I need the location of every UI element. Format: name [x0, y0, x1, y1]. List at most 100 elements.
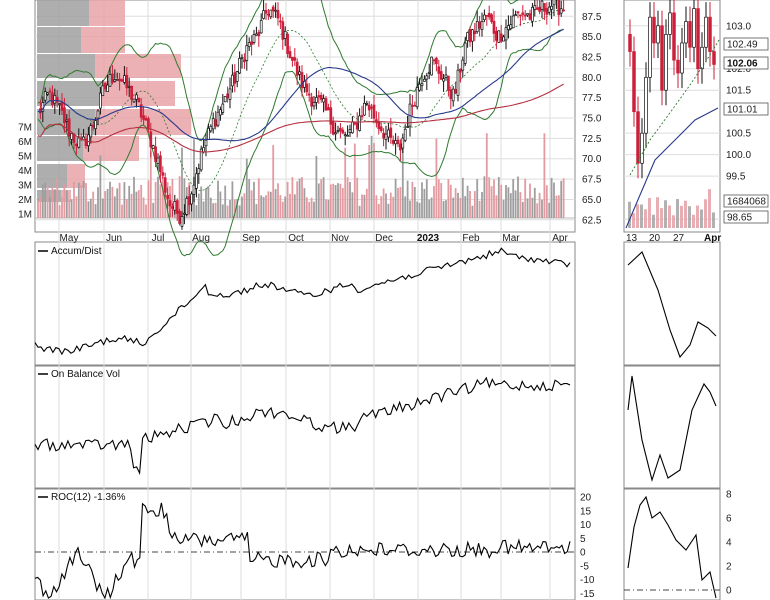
candle-body — [355, 122, 359, 130]
volume-bar — [409, 200, 411, 218]
candle-body — [343, 134, 347, 137]
inset-x-tick-label: 20 — [649, 233, 661, 244]
volume-bar — [97, 187, 99, 218]
volume-bar — [202, 201, 205, 218]
candle-body — [161, 172, 165, 176]
volume-bar — [461, 177, 464, 218]
candle-body — [231, 74, 234, 87]
volume-bar — [377, 203, 380, 218]
volume-bar — [305, 197, 308, 218]
volume-bar — [315, 155, 318, 218]
volume-bar — [505, 184, 507, 218]
volume-bar — [123, 182, 126, 218]
inset-volume-bar — [644, 209, 647, 228]
candle-body — [329, 107, 333, 125]
candle-body — [149, 131, 153, 148]
y-tick-label: 70.0 — [582, 154, 602, 165]
inset-candle-body — [628, 34, 632, 52]
volume-bar — [178, 176, 181, 218]
volume-bar — [380, 196, 383, 218]
candle-body — [406, 126, 409, 128]
candle-body — [312, 102, 316, 107]
inset-value-label: 98.65 — [727, 213, 752, 224]
candle-body — [204, 139, 208, 147]
volume-bar — [332, 183, 335, 218]
obv-panel-frame — [34, 365, 576, 489]
volume-tick-label: 7M — [18, 123, 32, 134]
volume-bar — [85, 183, 87, 218]
candle-body — [437, 66, 441, 74]
volume-bar — [253, 181, 255, 218]
volume-bar — [488, 177, 491, 218]
inset-volume-bar — [700, 209, 703, 228]
inset-sma-dotted — [629, 39, 720, 176]
vbp-down-bar — [95, 109, 191, 135]
volume-bar — [245, 158, 248, 218]
x-tick-label: Aug — [192, 233, 210, 244]
candle-body — [240, 57, 244, 59]
y-tick-label: 62.5 — [582, 215, 602, 226]
candle-body — [245, 45, 249, 61]
roc-title: ROC(12) -1.36% — [38, 492, 126, 503]
inset-volume-bar — [640, 204, 643, 228]
volume-bar — [56, 178, 59, 218]
candle-body — [341, 129, 345, 134]
candle-body — [442, 78, 445, 82]
volume-bar — [87, 201, 90, 218]
candle-body — [106, 84, 109, 92]
volume-bar — [238, 205, 241, 218]
volume-bar — [301, 177, 303, 218]
volume-bar — [500, 184, 503, 218]
inset-value-box — [723, 210, 769, 224]
inset-value-label: 102.49 — [727, 40, 758, 51]
candle-body — [137, 97, 141, 103]
roc-inset-y-tick-label: 8 — [726, 490, 732, 501]
volume-bar — [241, 196, 243, 218]
roc-y-tick-label: -15 — [580, 589, 595, 600]
volume-bar — [418, 202, 421, 218]
volume-bar — [229, 200, 231, 218]
inset-volume-bar — [632, 213, 635, 228]
volume-bar — [75, 196, 78, 218]
candle-body — [65, 119, 69, 122]
volume-bar — [70, 199, 73, 218]
candle-body — [293, 57, 297, 61]
inset-candle-body — [664, 34, 668, 91]
candle-body — [291, 56, 294, 61]
candle-body — [233, 72, 237, 84]
candle-body — [545, 8, 549, 15]
y-tick-label: 85.0 — [582, 32, 602, 43]
x-tick-label: Mar — [502, 233, 520, 244]
candle-body — [528, 13, 532, 20]
candle-body — [209, 125, 213, 132]
y-tick-label: 80.0 — [582, 73, 602, 84]
volume-bar — [495, 195, 498, 218]
volume-bar — [205, 188, 207, 218]
candle-body — [279, 20, 282, 23]
y-tick-label: 90.0 — [582, 0, 602, 2]
volume-tick-label: 1M — [18, 210, 32, 221]
inset-y-tick-label: 100.0 — [726, 150, 751, 161]
volume-bar — [560, 180, 563, 218]
volume-bar — [236, 199, 239, 218]
volume-bar — [41, 184, 44, 218]
candle-body — [113, 79, 117, 82]
x-tick-label: May — [60, 233, 79, 244]
y-tick-label: 75.0 — [582, 114, 602, 125]
candle-body — [51, 92, 54, 105]
volume-bar — [531, 197, 534, 218]
inset-y-tick-label: 102.0 — [726, 64, 751, 75]
candle-body — [89, 125, 93, 138]
inset-value-label: 101.01 — [727, 105, 758, 116]
volume-bar — [497, 177, 500, 218]
obv-title: On Balance Vol — [38, 369, 120, 380]
volume-bar — [183, 178, 186, 218]
volume-bar — [73, 182, 75, 218]
candle-body — [262, 10, 265, 19]
candle-body — [255, 33, 258, 36]
candle-body — [384, 133, 388, 140]
volume-bar — [49, 196, 51, 218]
volume-bar — [284, 196, 287, 218]
volume-bar — [416, 201, 419, 218]
volume-bar — [353, 143, 356, 218]
